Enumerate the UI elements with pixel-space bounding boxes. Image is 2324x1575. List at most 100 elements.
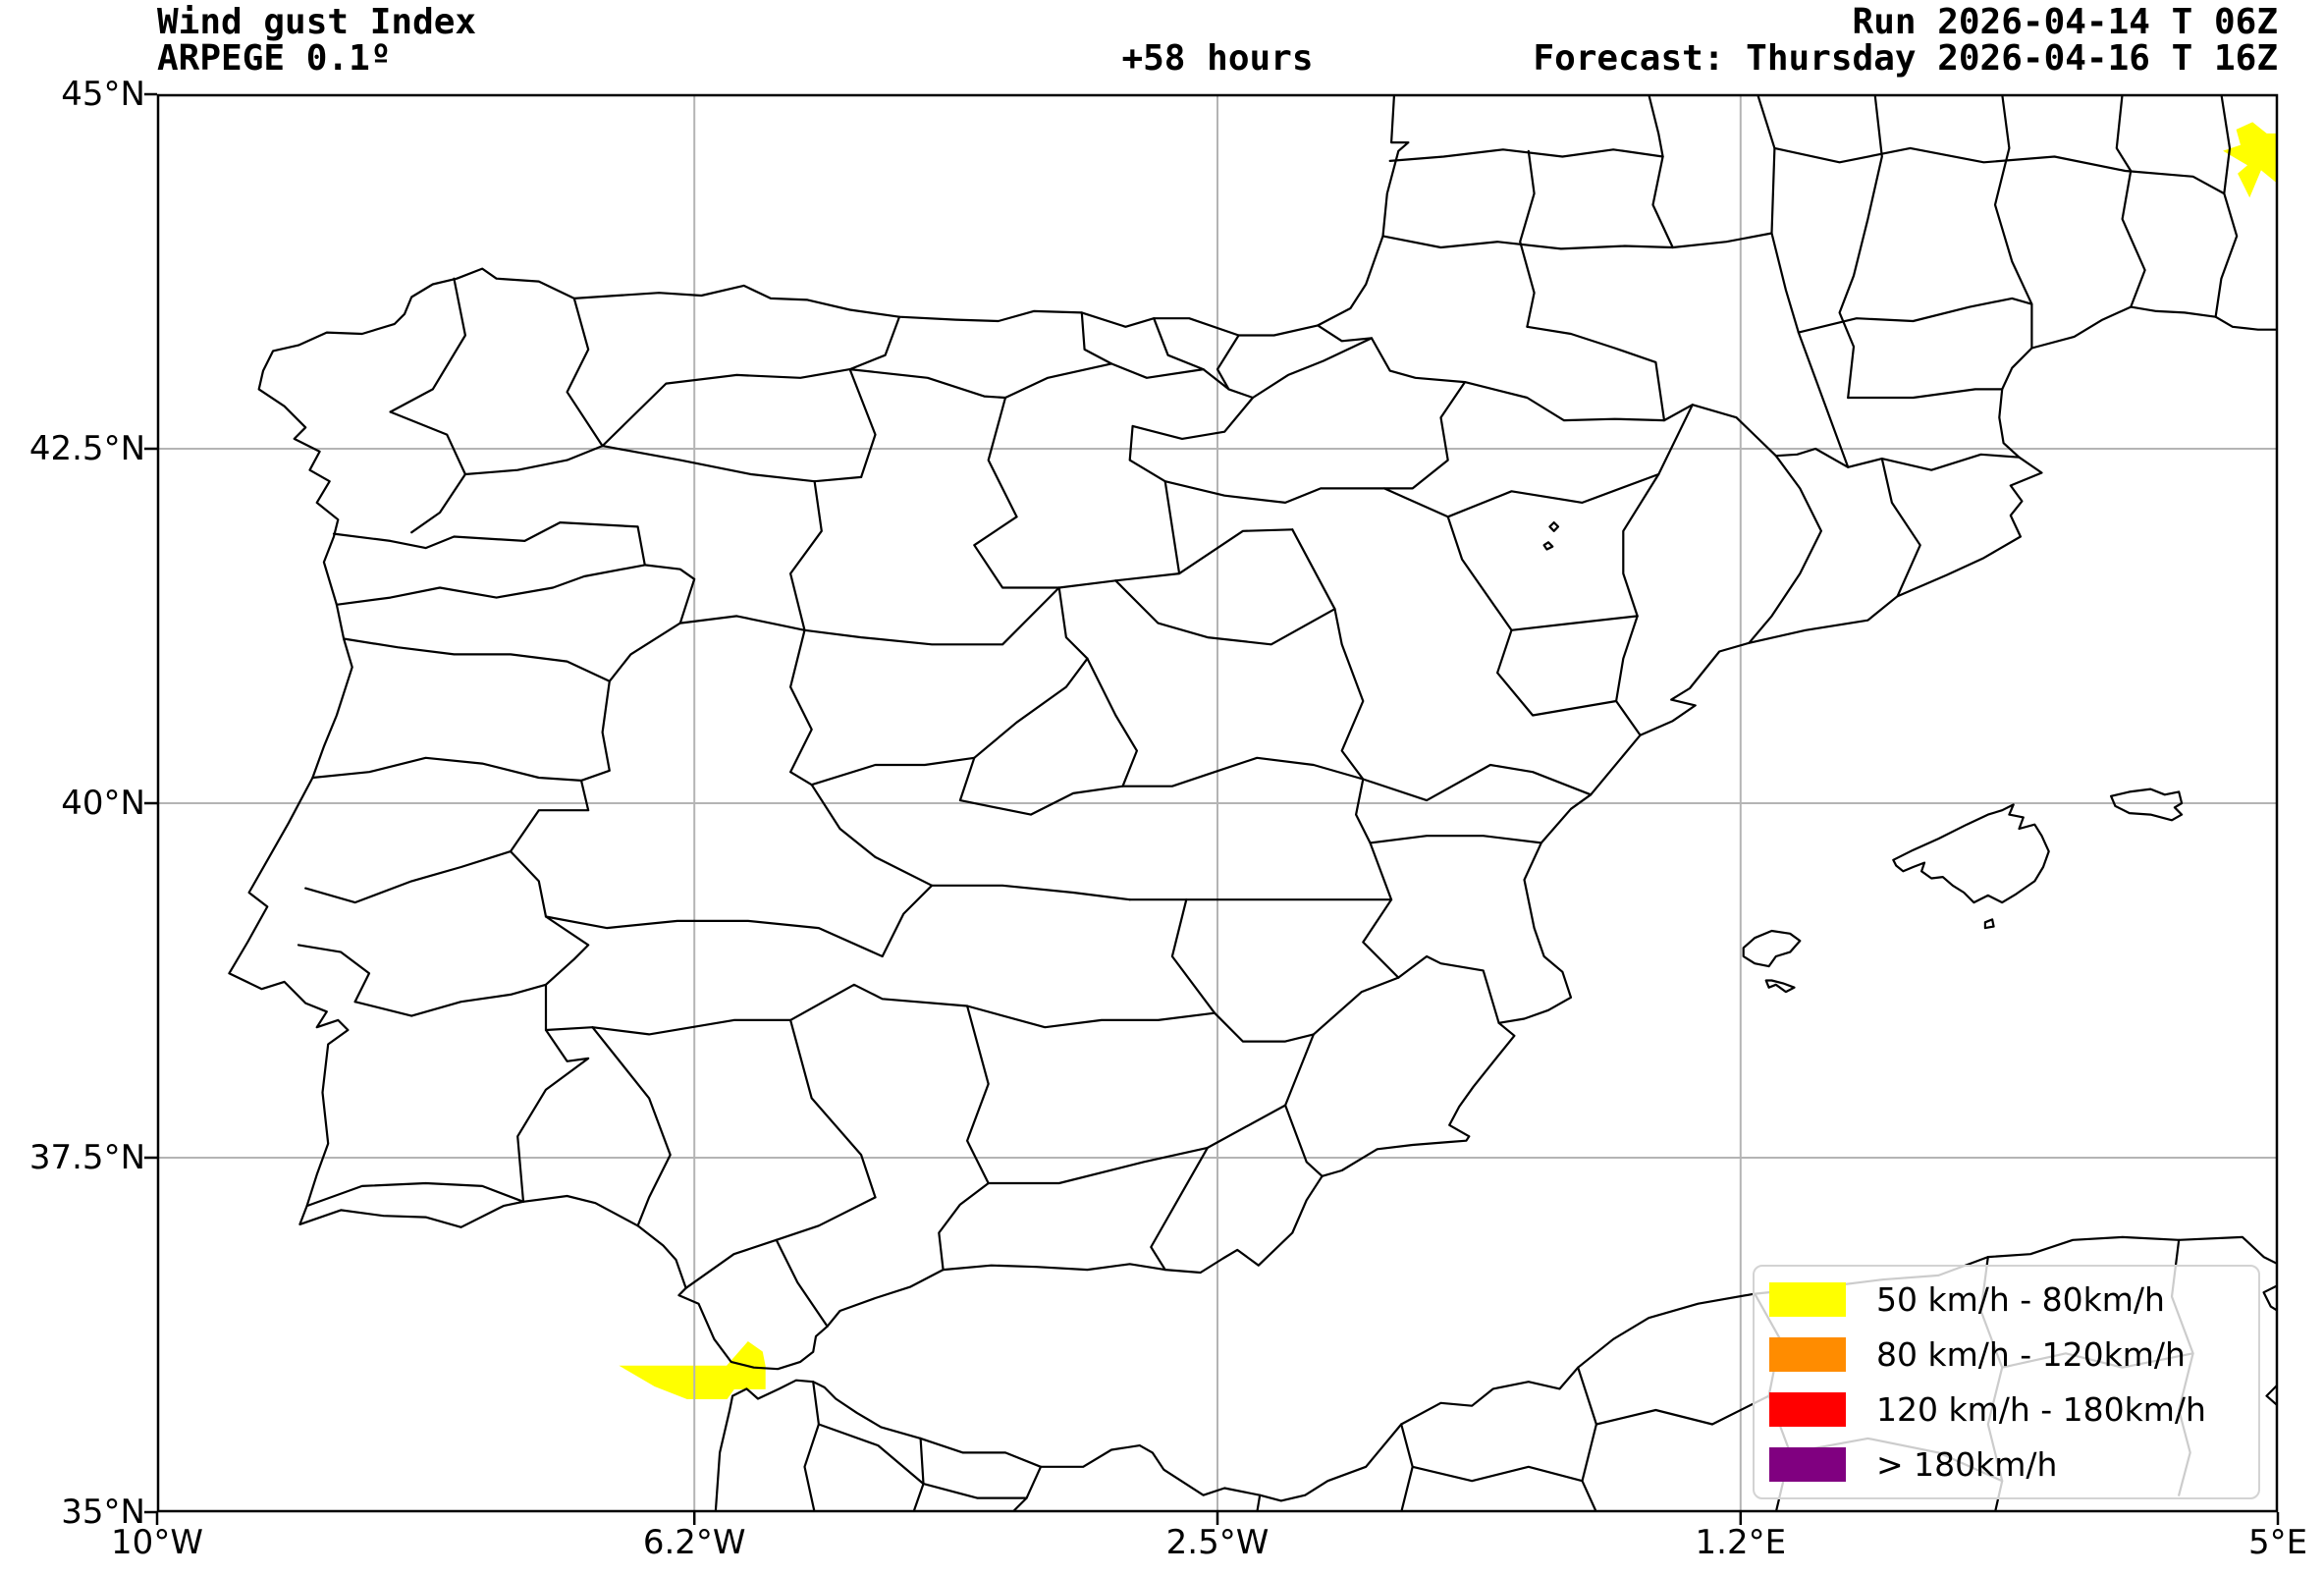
province-border xyxy=(789,628,813,787)
axes-frame xyxy=(144,92,2280,1525)
title-block: Wind gust Index ARPEGE 0.1º xyxy=(157,4,476,77)
legend-swatch-purple xyxy=(1769,1446,1846,1482)
district-border xyxy=(335,564,646,606)
province-border xyxy=(1163,480,1449,518)
run-label: Run 2026-04-14 T 06Z xyxy=(1852,2,2278,42)
province-border xyxy=(1057,528,1294,589)
province-border xyxy=(987,396,1018,518)
department-border xyxy=(1526,325,1666,422)
legend-label: 80 km/h - 120km/h xyxy=(1876,1335,2186,1375)
province-border xyxy=(1153,317,1205,371)
department-border xyxy=(1838,94,1883,400)
department-border xyxy=(1648,94,1674,249)
district-border xyxy=(311,756,583,782)
graticule xyxy=(157,94,2278,1512)
province-border xyxy=(389,277,466,413)
province-border xyxy=(684,1196,877,1289)
province-border xyxy=(1369,835,1542,844)
x-tick-label: 1.2°E xyxy=(1695,1523,1787,1562)
province-border xyxy=(1397,954,1500,1024)
legend-swatch-orange xyxy=(1769,1337,1846,1373)
department-border xyxy=(1381,232,1773,250)
department-border xyxy=(1757,94,1850,468)
legend-item: 120 km/h - 180km/h xyxy=(1769,1391,2258,1427)
province-border xyxy=(1880,458,1921,598)
province-border xyxy=(810,586,1089,787)
department-border xyxy=(2115,94,2146,308)
forecast-hours-label: +58 hours xyxy=(1121,38,1314,79)
province-border xyxy=(775,1238,829,1328)
province-border xyxy=(1214,976,1400,1043)
province-border xyxy=(678,586,1060,646)
x-tick-label: 2.5°W xyxy=(1165,1523,1270,1562)
department-border xyxy=(1388,148,1664,162)
legend-label: 50 km/h - 80km/h xyxy=(1876,1280,2165,1320)
province-border xyxy=(973,516,1060,589)
province-border xyxy=(591,1026,672,1227)
map-title: Wind gust Index xyxy=(157,2,477,42)
africa-region-border xyxy=(803,1381,820,1512)
y-tick-label: 40°N xyxy=(61,784,145,823)
france-mediterranean-coastline xyxy=(1998,305,2278,459)
forecast-label: Forecast: Thursday 2026-04-16 T 16Z xyxy=(1533,38,2278,79)
district-border xyxy=(353,983,548,1017)
province-border xyxy=(810,784,877,858)
y-tick-label: 45°N xyxy=(61,75,145,114)
province-border xyxy=(544,983,1216,1036)
island-formentera xyxy=(1764,979,1796,994)
legend-item: 80 km/h - 120km/h xyxy=(1769,1335,2258,1375)
island-cabrera xyxy=(1983,918,1995,930)
district-border xyxy=(297,944,371,1004)
department-border xyxy=(2214,94,2239,318)
warning-areas xyxy=(619,122,2278,1399)
africa-coastline xyxy=(2265,1383,2278,1407)
y-tick-label: 42.5°N xyxy=(28,429,145,468)
iberia-coastline xyxy=(228,267,2043,1371)
province-border xyxy=(1615,404,1694,736)
africa-region-border xyxy=(1256,1494,1262,1512)
model-label: ARPEGE 0.1º xyxy=(157,38,392,79)
province-border xyxy=(1496,628,1618,717)
run-block: Run 2026-04-14 T 06Z Forecast: Thursday … xyxy=(1533,4,2278,77)
department-border xyxy=(1993,94,2033,350)
province-border xyxy=(463,445,604,476)
africa-region-border xyxy=(1594,1394,1770,1426)
portugal-spain-border xyxy=(332,521,696,1203)
legend: 50 km/h - 80km/h 80 km/h - 120km/h 120 k… xyxy=(1753,1265,2260,1499)
province-border xyxy=(1382,381,1467,490)
province-border xyxy=(848,315,901,371)
province-border xyxy=(987,1104,1287,1185)
district-border xyxy=(343,637,611,682)
province-border xyxy=(1446,516,1639,631)
district-border xyxy=(304,850,513,904)
district-border xyxy=(305,1181,525,1208)
legend-item: 50 km/h - 80km/h xyxy=(1769,1280,2258,1320)
province-border xyxy=(1114,579,1336,646)
africa-coastline xyxy=(2262,1283,2278,1313)
province-border xyxy=(1216,334,1240,391)
province-border xyxy=(1080,311,1113,365)
province-border xyxy=(789,1018,877,1199)
province-border xyxy=(544,884,934,958)
province-border xyxy=(566,297,604,448)
africa-region-border xyxy=(817,1423,1028,1499)
province-border xyxy=(1362,763,1593,802)
province-border xyxy=(1003,337,1374,400)
department-border xyxy=(1773,146,2226,195)
island-ibiza xyxy=(1742,929,1802,968)
africa-region-border xyxy=(1577,1366,1597,1512)
island-menorca xyxy=(2110,788,2184,822)
province-border xyxy=(938,1181,990,1272)
legend-label: > 180km/h xyxy=(1876,1444,2058,1484)
province-border xyxy=(1150,1146,1209,1272)
legend-item: > 180km/h xyxy=(1769,1444,2258,1484)
department-border xyxy=(1797,297,2033,334)
island-enclave_1 xyxy=(1548,521,1560,532)
x-tick-label: 6.2°W xyxy=(642,1523,746,1562)
province-border xyxy=(601,445,863,483)
province-border xyxy=(1128,396,1255,575)
warning-area xyxy=(619,1341,766,1399)
france-atlantic-coastline xyxy=(1317,94,1410,327)
department-border xyxy=(1847,388,2004,400)
